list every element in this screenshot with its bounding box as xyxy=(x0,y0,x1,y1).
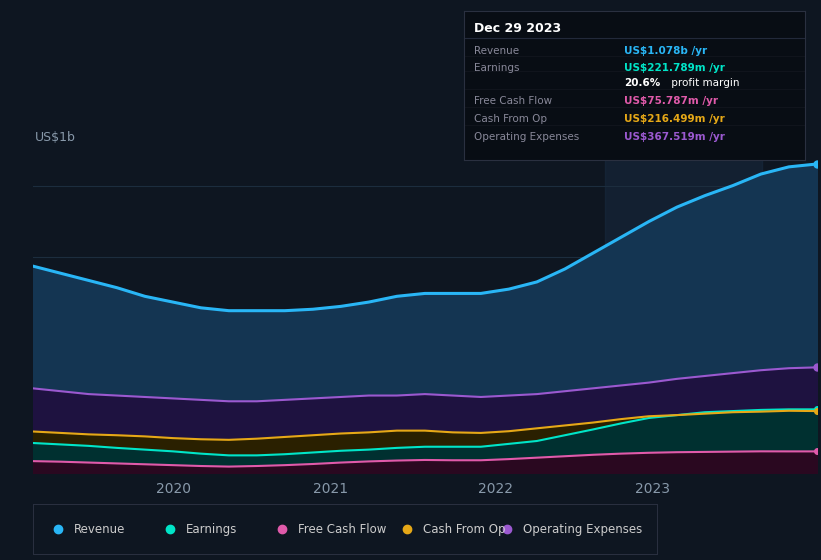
Text: Operating Expenses: Operating Expenses xyxy=(523,522,642,536)
Text: US$221.789m /yr: US$221.789m /yr xyxy=(624,63,725,73)
Text: US$367.519m /yr: US$367.519m /yr xyxy=(624,132,725,142)
Text: Dec 29 2023: Dec 29 2023 xyxy=(474,22,562,35)
Text: Free Cash Flow: Free Cash Flow xyxy=(298,522,387,536)
Bar xyxy=(605,157,762,473)
Text: US$216.499m /yr: US$216.499m /yr xyxy=(624,114,725,124)
Text: profit margin: profit margin xyxy=(668,78,740,88)
Text: 20.6%: 20.6% xyxy=(624,78,660,88)
Text: US$75.787m /yr: US$75.787m /yr xyxy=(624,96,718,106)
Text: Cash From Op: Cash From Op xyxy=(474,114,547,124)
Text: US$1b: US$1b xyxy=(34,131,76,144)
Text: Cash From Op: Cash From Op xyxy=(423,522,505,536)
Text: Free Cash Flow: Free Cash Flow xyxy=(474,96,553,106)
Text: Revenue: Revenue xyxy=(73,522,125,536)
Text: Earnings: Earnings xyxy=(186,522,237,536)
Text: US$1.078b /yr: US$1.078b /yr xyxy=(624,46,707,56)
Text: Revenue: Revenue xyxy=(474,46,519,56)
Text: Operating Expenses: Operating Expenses xyxy=(474,132,580,142)
Text: Earnings: Earnings xyxy=(474,63,520,73)
Text: US$0: US$0 xyxy=(34,457,67,470)
